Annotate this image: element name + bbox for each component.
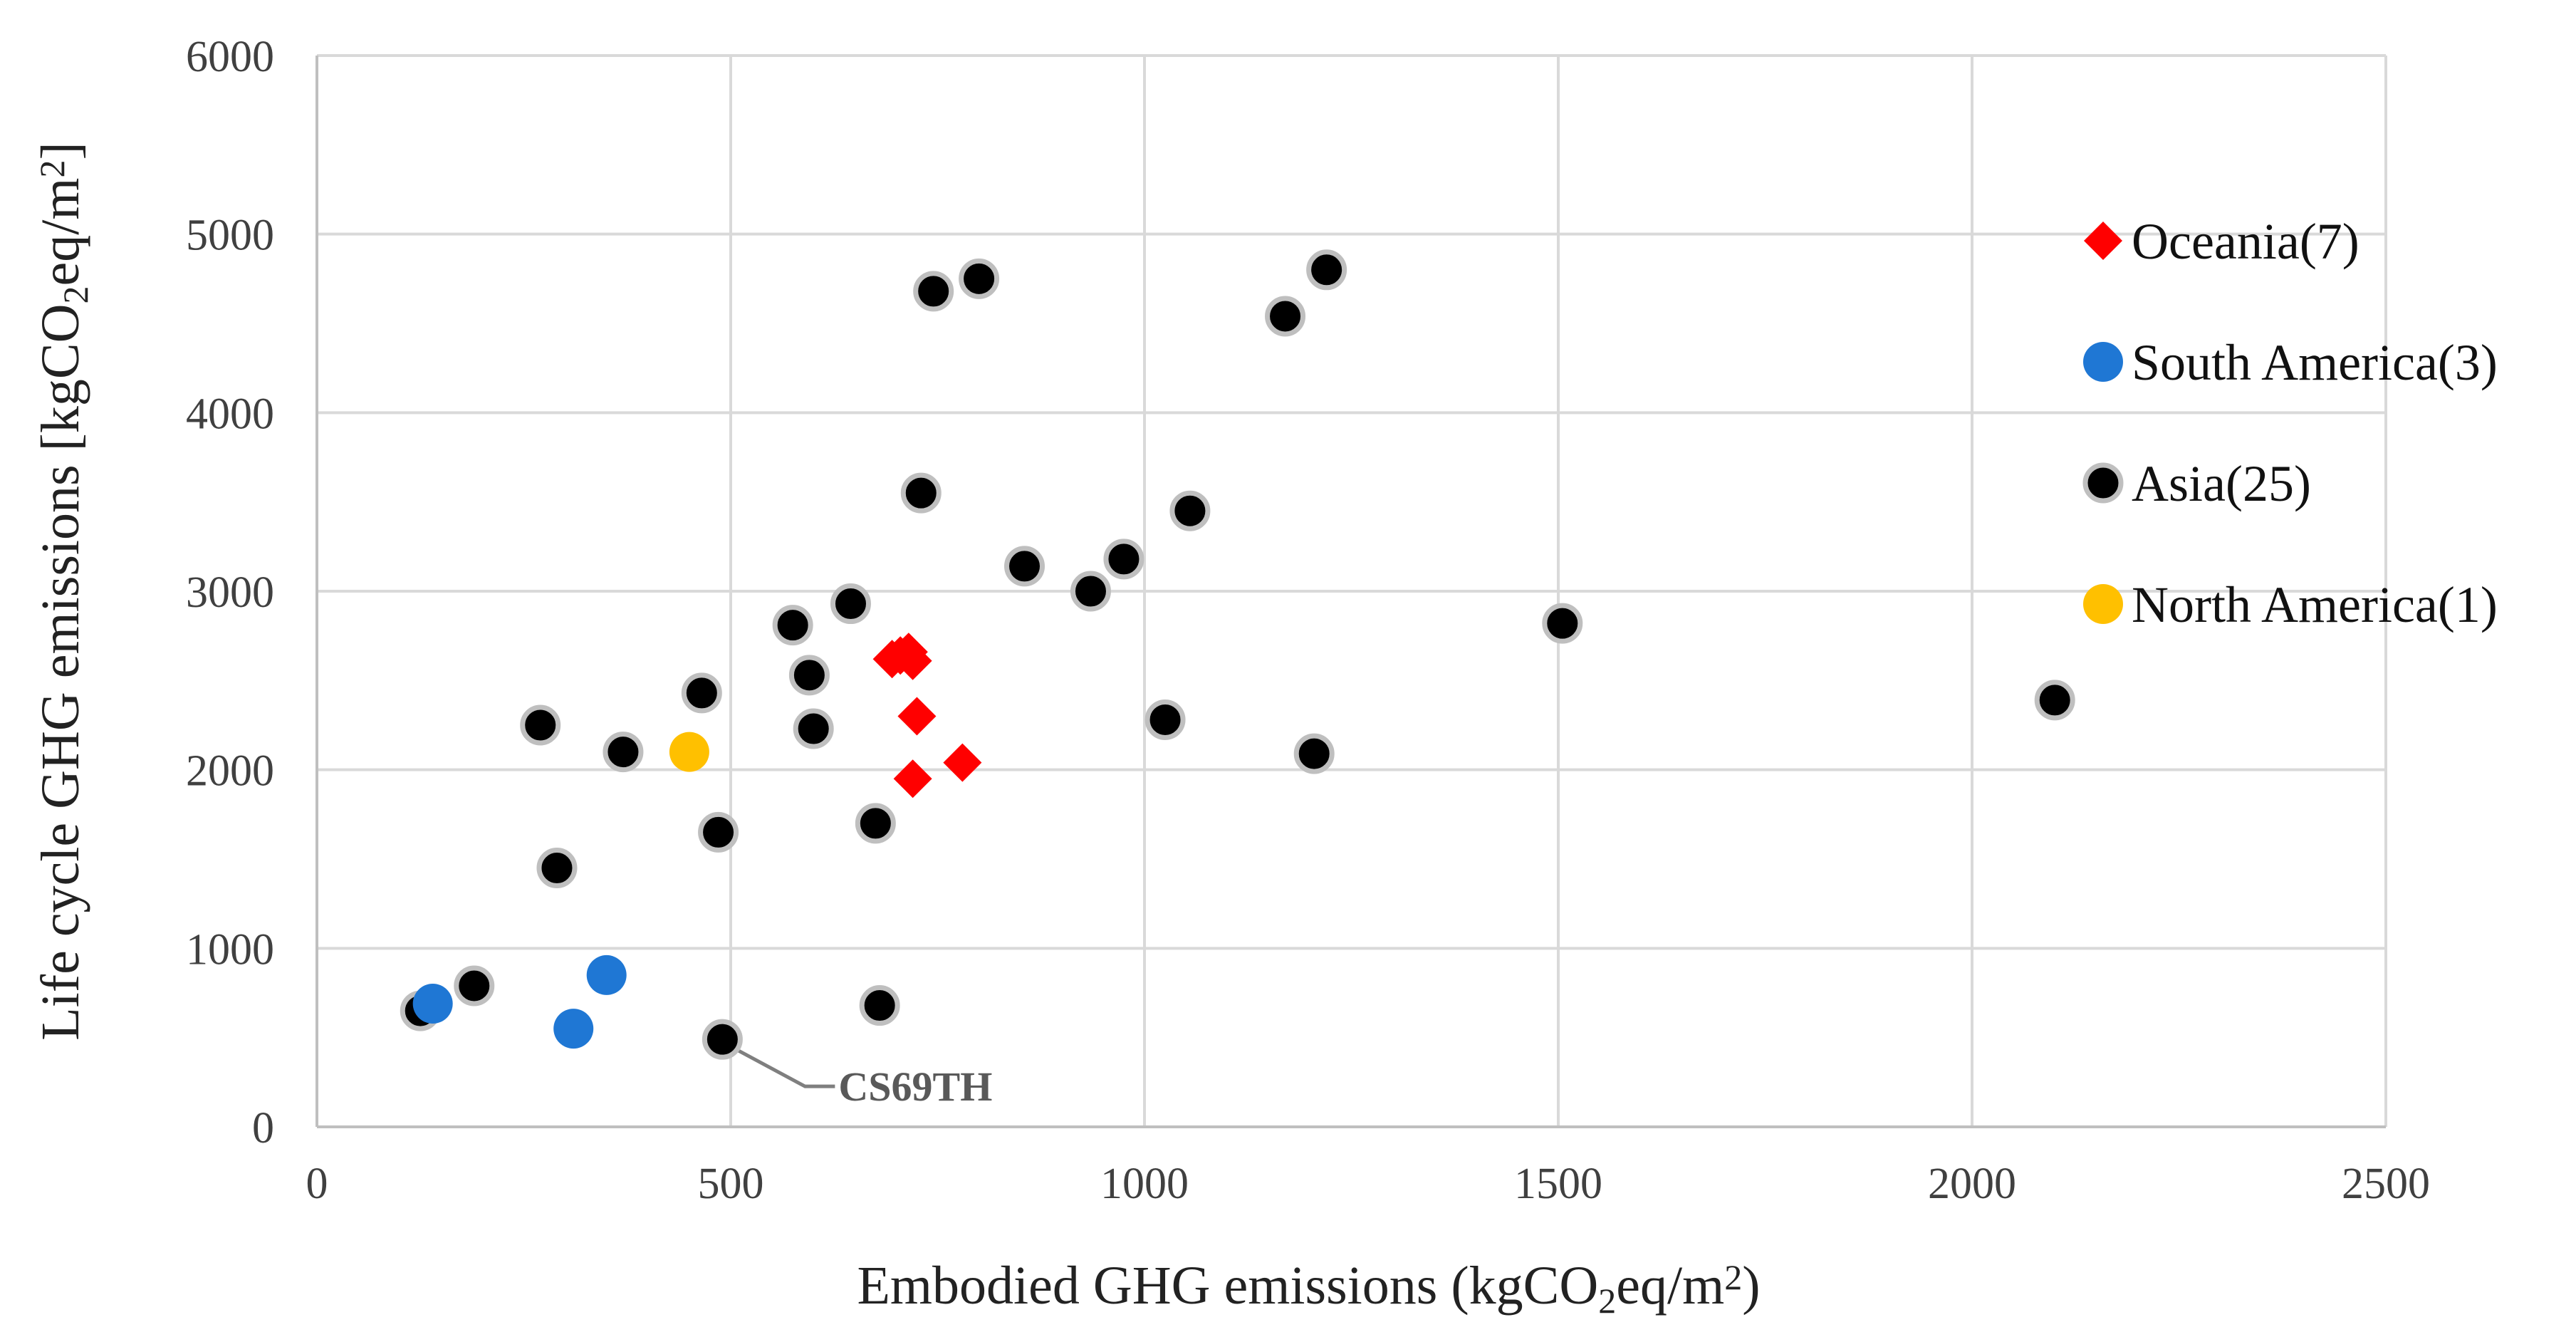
axis-title-part: eq/m xyxy=(31,178,90,286)
data-point xyxy=(681,672,722,714)
y-tick-label: 3000 xyxy=(186,568,274,617)
data-point xyxy=(1169,490,1211,531)
y-tick-label: 5000 xyxy=(186,212,274,260)
legend-label: Asia(25) xyxy=(2132,455,2311,512)
legend-item: Oceania(7) xyxy=(2084,213,2359,270)
data-point xyxy=(553,1009,594,1049)
data-point xyxy=(1265,296,1306,337)
axes xyxy=(316,56,2386,1128)
annotation-leader-line xyxy=(727,1043,835,1088)
y-tick-label: 1000 xyxy=(186,925,274,974)
data-point xyxy=(793,708,834,749)
axis-title-part: ) xyxy=(1742,1256,1760,1316)
data-point xyxy=(669,732,709,772)
data-point xyxy=(772,605,813,646)
data-point xyxy=(702,1019,743,1060)
series-oceania xyxy=(872,633,982,798)
y-tick-label: 2000 xyxy=(186,747,274,796)
axis-title-part: Life cycle GHG emissions [kgCO xyxy=(31,304,90,1041)
data-point xyxy=(959,258,1000,299)
x-tick-label: 0 xyxy=(306,1160,328,1208)
data-points xyxy=(400,249,2075,1060)
legend: Oceania(7) South America(3) Asia(25) North … xyxy=(2082,213,2498,633)
data-point xyxy=(698,811,739,853)
axis-title-part: 2 xyxy=(32,160,72,178)
legend-item: North America(1) xyxy=(2083,576,2498,633)
data-point xyxy=(859,985,900,1026)
data-point xyxy=(788,655,830,696)
x-tick-label: 1000 xyxy=(1100,1160,1189,1208)
data-point xyxy=(1542,603,1583,644)
data-point xyxy=(1144,699,1186,740)
data-point xyxy=(1306,249,1347,291)
x-tick-label: 1500 xyxy=(1514,1160,1602,1208)
data-point xyxy=(603,732,644,773)
legend-label: Oceania(7) xyxy=(2132,213,2359,270)
data-point xyxy=(520,704,561,746)
axis-title-part: 2 xyxy=(1724,1257,1742,1297)
legend-label: South America(3) xyxy=(2132,334,2498,391)
data-point xyxy=(913,271,954,312)
legend-marker xyxy=(2083,584,2123,624)
x-axis-title: Embodied GHG emissions (kgCO2eq/m2) xyxy=(857,1256,1760,1321)
data-point xyxy=(1070,571,1111,612)
axis-title-part: 2 xyxy=(56,286,95,304)
data-point xyxy=(893,759,932,798)
x-tick-label: 500 xyxy=(698,1160,764,1208)
data-point xyxy=(2034,680,2075,721)
axis-title-part: eq/m xyxy=(1616,1256,1724,1316)
y-tick-label: 0 xyxy=(252,1104,274,1153)
axis-title-part: ] xyxy=(31,142,90,160)
y-tick-label: 6000 xyxy=(186,33,274,81)
data-point xyxy=(830,583,871,625)
data-point xyxy=(536,848,578,889)
axis-title-part: Embodied GHG emissions (kgCO xyxy=(857,1256,1598,1316)
legend-label: North America(1) xyxy=(2132,576,2498,633)
legend-item: South America(3) xyxy=(2083,334,2498,391)
data-point xyxy=(893,641,932,680)
x-tick-label: 2000 xyxy=(1928,1160,2016,1208)
data-point xyxy=(897,697,937,736)
data-point xyxy=(1293,733,1335,774)
gridlines xyxy=(316,54,2387,1128)
annotations: CS69TH xyxy=(727,1043,992,1110)
annotation-label: CS69TH xyxy=(838,1063,992,1110)
y-tick-label: 4000 xyxy=(186,390,274,438)
data-point xyxy=(855,803,896,844)
x-tick-label: 2500 xyxy=(2342,1160,2430,1208)
data-point xyxy=(454,965,495,1006)
y-axis-title: Life cycle GHG emissions [kgCO2eq/m2] xyxy=(31,142,95,1041)
legend-marker xyxy=(2084,222,2122,260)
legend-item: Asia(25) xyxy=(2082,455,2311,512)
data-point xyxy=(900,472,942,514)
data-point xyxy=(1004,546,1045,587)
legend-marker xyxy=(2083,342,2123,382)
tick-labels: 0 1000 2000 3000 4000 5000 6000 0 500 1000 1500 200… xyxy=(186,33,2430,1208)
data-point xyxy=(412,984,453,1024)
data-point xyxy=(1103,539,1144,580)
data-point xyxy=(586,954,627,995)
series-north-america xyxy=(669,732,709,772)
legend-marker xyxy=(2082,462,2124,504)
data-point xyxy=(943,743,982,782)
series-south-america xyxy=(412,954,627,1049)
axis-title-part: 2 xyxy=(1598,1281,1616,1321)
